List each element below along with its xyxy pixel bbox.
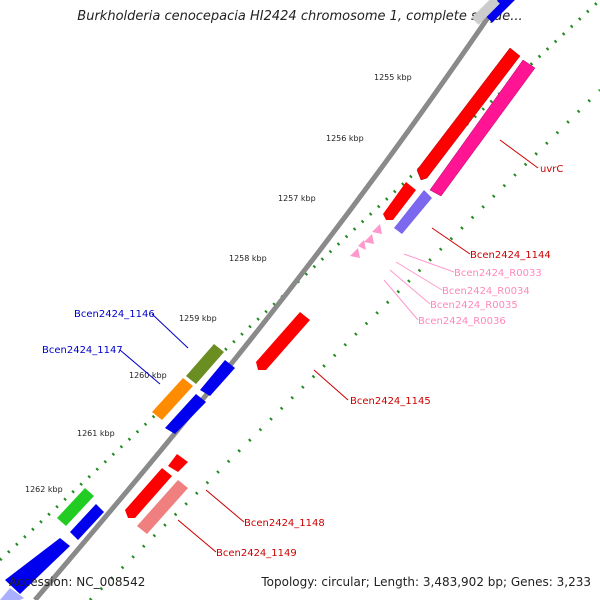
map-title: Burkholderia cenocepacia HI2424 chromoso… — [77, 9, 523, 24]
feature-blue-top — [483, 0, 521, 23]
leader-1144 — [431, 227, 471, 255]
label-r0033: Bcen2424_R0033 — [454, 268, 542, 279]
gene-r0033 — [372, 224, 382, 234]
gene-red-cds-small — [383, 182, 416, 220]
topology-label: Topology: circular; Length: 3,483,902 bp… — [261, 575, 591, 589]
gene-1146 — [186, 344, 224, 384]
leader-r0035 — [389, 269, 431, 305]
gc-dots-inner — [88, 88, 600, 600]
leader-1148 — [205, 489, 245, 523]
leader-r0034 — [395, 261, 443, 291]
label-1145: Bcen2424_1145 — [350, 396, 431, 407]
gene-blue-bottom — [70, 504, 104, 540]
gene-red-cds-upper — [416, 47, 521, 181]
tick-label: 1260 kbp — [129, 371, 167, 380]
gene-blue-mid — [200, 360, 235, 396]
label-1148: Bcen2424_1148 — [244, 518, 325, 529]
gene-r0036 — [350, 248, 360, 258]
label-1149: Bcen2424_1149 — [216, 548, 297, 559]
gene-1145 — [256, 312, 310, 370]
leader-1145 — [313, 369, 349, 401]
gene-r0035 — [358, 240, 366, 250]
leader-r0033 — [403, 253, 455, 273]
label-r0034: Bcen2424_R0034 — [442, 286, 530, 297]
tick-label: 1258 kbp — [229, 254, 267, 263]
tick-label: 1262 kbp — [25, 485, 63, 494]
gene-r0034 — [364, 234, 374, 244]
label-1146: Bcen2424_1146 — [74, 309, 155, 320]
tick-label: 1259 kbp — [179, 314, 217, 323]
tick-label: 1255 kbp — [374, 73, 412, 82]
leader-1147 — [119, 349, 161, 385]
gene-blue-low — [165, 394, 206, 434]
backbone — [33, 0, 503, 600]
feature-grey-top — [471, 0, 500, 25]
gene-1149 — [137, 480, 188, 534]
label-r0035: Bcen2424_R0035 — [430, 300, 518, 311]
accession-label: Accession: NC_008542 — [9, 575, 146, 589]
tick-label: 1261 kbp — [77, 429, 115, 438]
label-r0036: Bcen2424_R0036 — [418, 316, 506, 327]
tick-label: 1256 kbp — [326, 134, 364, 143]
gene-green — [57, 488, 94, 526]
gene-1147 — [152, 378, 193, 420]
label-1144: Bcen2424_1144 — [470, 250, 551, 261]
label-uvrC: uvrC — [540, 164, 563, 175]
gene-1148 — [125, 468, 172, 518]
gene-blue-edge — [5, 538, 70, 594]
leader-1149 — [177, 519, 217, 553]
label-1147: Bcen2424_1147 — [42, 345, 123, 356]
tick-label: 1257 kbp — [278, 194, 316, 203]
gene-uvrC — [429, 59, 536, 197]
leader-r0036 — [383, 279, 419, 321]
gene-red-tiny — [168, 454, 188, 472]
gene-lilac-edge — [0, 588, 24, 600]
gene-1144 — [394, 190, 432, 234]
leader-1146 — [151, 313, 189, 349]
leader-uvrC — [499, 139, 539, 169]
